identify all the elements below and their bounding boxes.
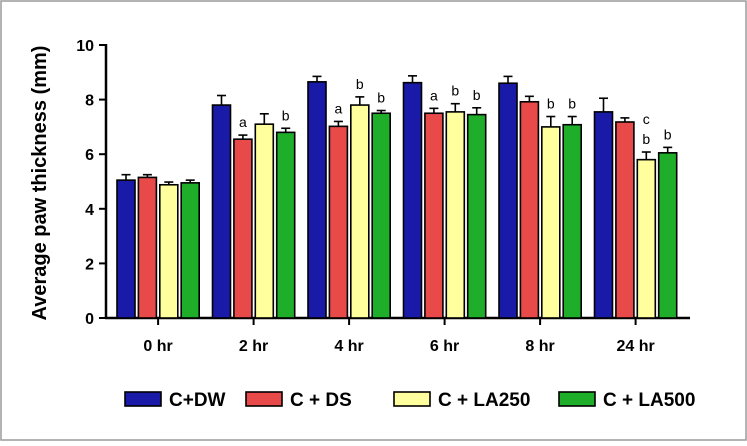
bar: [636, 158, 657, 319]
x-tick-label: 6 hr: [430, 338, 459, 355]
y-tick-label: 4: [85, 202, 94, 219]
x-tick-label: 8 hr: [525, 338, 554, 355]
significance-label: b: [377, 90, 385, 106]
bar: [562, 123, 583, 319]
legend-swatch: [558, 391, 596, 407]
bar: [137, 176, 158, 319]
bar: [254, 123, 275, 319]
y-tick-label: 6: [85, 147, 94, 164]
legend-swatch: [393, 391, 431, 407]
bar: [233, 138, 253, 319]
significance-label: b: [568, 96, 576, 112]
bar: [519, 100, 540, 319]
bar: [180, 182, 200, 319]
bar: [116, 179, 136, 319]
significance-label: b: [473, 87, 481, 103]
bar: [349, 104, 370, 319]
significance-label: b: [451, 83, 459, 99]
significance-label: b: [642, 131, 650, 147]
bar: [593, 111, 614, 319]
bar: [498, 82, 518, 319]
legend: C+DW C + DS C + LA250 C + LA500: [124, 390, 695, 411]
bar: [307, 81, 327, 319]
legend-swatch: [124, 391, 162, 407]
bar: [159, 183, 179, 319]
bar: [275, 131, 296, 319]
significance-label: a: [430, 87, 438, 103]
significance-label: b: [356, 76, 364, 92]
x-tick-label: 2 hr: [239, 338, 268, 355]
x-tick-label: 24 hr: [616, 338, 654, 355]
bar: [402, 81, 423, 319]
y-axis-label: Average paw thickness (mm): [29, 46, 51, 321]
significance-label: b: [282, 107, 290, 123]
bar: [211, 104, 232, 319]
bar: [615, 121, 635, 319]
bar: [371, 112, 392, 319]
bar: [466, 113, 487, 319]
legend-label: C+DW: [169, 390, 226, 411]
significance-label: b: [547, 96, 555, 112]
y-tick-label: 2: [85, 256, 94, 273]
y-tick-label: 10: [76, 38, 94, 55]
y-tick-label: 8: [85, 93, 94, 110]
significance-label: a: [335, 100, 343, 116]
x-tick-label: 4 hr: [334, 338, 363, 355]
bar: [424, 112, 444, 319]
significance-label: a: [239, 114, 247, 130]
y-tick-label: 0: [85, 311, 94, 328]
bar: [445, 111, 466, 319]
legend-swatch: [245, 391, 283, 407]
significance-label: b: [664, 126, 672, 142]
legend-label: C + LA250: [438, 390, 530, 411]
bar: [328, 125, 349, 319]
x-tick-label: 0 hr: [143, 338, 172, 355]
legend-label: C + DS: [290, 390, 352, 411]
bar: [657, 152, 678, 319]
legend-label: C + LA500: [603, 390, 695, 411]
bar: [540, 126, 561, 319]
significance-label: c: [643, 111, 650, 127]
